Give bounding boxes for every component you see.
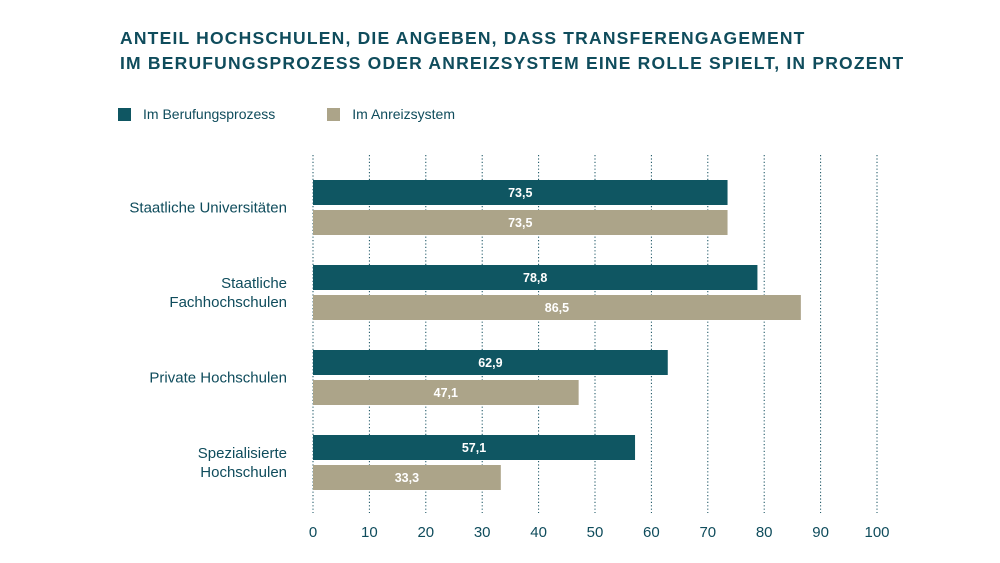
- legend-swatch-anreizsystem: [327, 107, 341, 121]
- category-label-0: Staatliche Universitäten: [129, 200, 287, 217]
- bar-s0-c2: [313, 350, 668, 375]
- legend-item-anreizsystem: Im Anreizsystem: [327, 106, 455, 122]
- category-label-1: Staatliche Fachhochschulen: [169, 275, 287, 311]
- bar-s1-c3: [313, 465, 501, 490]
- data-label-s0-c0: 73,5: [508, 186, 532, 200]
- x-tick-label-40: 40: [530, 524, 547, 541]
- x-tick-label-70: 70: [699, 524, 716, 541]
- legend-item-berufungsprozess: Im Berufungsprozess: [118, 106, 275, 122]
- bar-s1-c0: [313, 210, 728, 235]
- category-label-2: Private Hochschulen: [149, 370, 287, 387]
- category-label-3: Spezialisierte Hochschulen: [198, 445, 287, 481]
- legend-label-anreizsystem: Im Anreizsystem: [352, 106, 455, 122]
- bar-s1-c2: [313, 380, 579, 405]
- x-tick-label-50: 50: [587, 524, 604, 541]
- bar-s1-c1: [313, 295, 801, 320]
- x-tick-label-30: 30: [474, 524, 491, 541]
- chart-title-line-2: IM BERUFUNGSPROZESS ODER ANREIZSYSTEM EI…: [120, 53, 905, 73]
- category-label-3-line-0: Spezialisierte: [198, 445, 287, 462]
- bar-s0-c1: [313, 265, 758, 290]
- x-tick-label-100: 100: [864, 524, 889, 541]
- category-label-3-line-1: Hochschulen: [200, 464, 287, 481]
- data-label-s1-c0: 73,5: [508, 216, 532, 230]
- legend-label-berufungsprozess: Im Berufungsprozess: [143, 106, 276, 122]
- data-label-s0-c3: 57,1: [462, 441, 486, 455]
- category-label-0-line-0: Staatliche Universitäten: [129, 200, 287, 217]
- data-label-s1-c1: 86,5: [545, 301, 569, 315]
- bar-s0-c3: [313, 435, 636, 460]
- category-label-1-line-1: Fachhochschulen: [169, 294, 287, 311]
- category-label-1-line-0: Staatliche: [221, 275, 287, 292]
- x-tick-label-0: 0: [309, 524, 317, 541]
- data-label-s0-c2: 62,9: [478, 356, 502, 370]
- data-label-s1-c2: 47,1: [434, 386, 458, 400]
- x-tick-label-10: 10: [361, 524, 378, 541]
- chart-legend: Im Berufungsprozess Im Anreizsystem: [118, 105, 507, 123]
- chart-title: ANTEIL HOCHSCHULEN, DIE ANGEBEN, DASS TR…: [120, 26, 960, 76]
- legend-swatch-berufungsprozess: [118, 107, 131, 121]
- x-tick-label-60: 60: [643, 524, 660, 541]
- data-label-s1-c3: 33,3: [395, 471, 419, 485]
- x-tick-label-90: 90: [812, 524, 829, 541]
- category-label-2-line-0: Private Hochschulen: [149, 370, 287, 387]
- bar-s0-c0: [313, 180, 728, 205]
- data-label-s0-c1: 78,8: [523, 271, 547, 285]
- x-tick-label-20: 20: [417, 524, 434, 541]
- x-tick-label-80: 80: [756, 524, 773, 541]
- chart-title-line-1: ANTEIL HOCHSCHULEN, DIE ANGEBEN, DASS TR…: [120, 28, 806, 48]
